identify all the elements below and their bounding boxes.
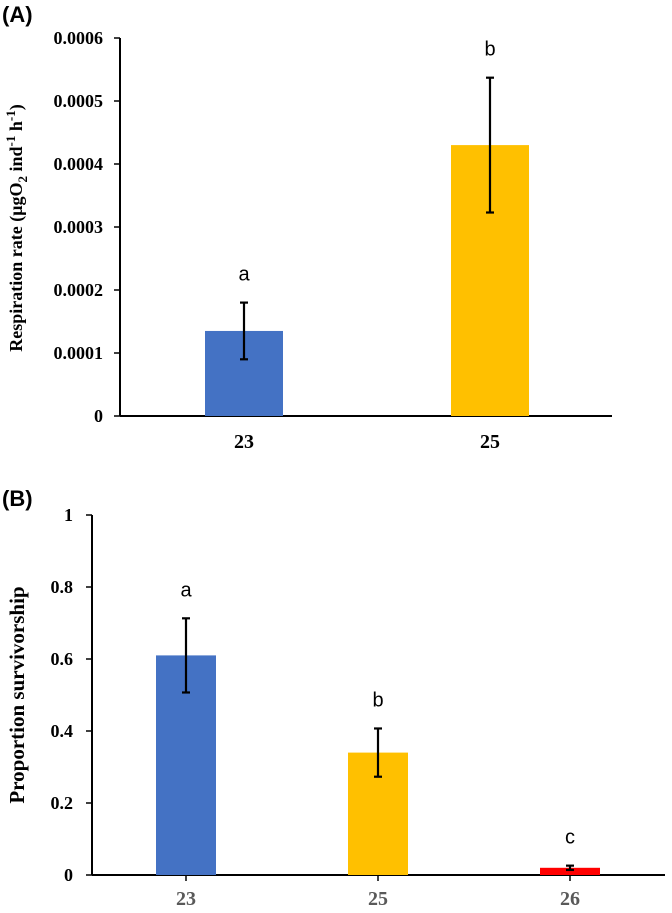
panel-b-y-tick-label: 1 (64, 505, 73, 525)
panel-a-x-tick-label: 25 (480, 431, 500, 453)
panel-a-x-tick-label: 23 (234, 431, 254, 453)
panel-b-y-tick-label: 0 (64, 865, 73, 885)
panel-a-y-tick-label: 0.0004 (54, 154, 104, 174)
panel-a-chart: (A) Respiration rate (μgO2 ind-1 h-1) 0 0… (2, 2, 612, 453)
panel-a-y-tick-label: 0.0006 (54, 28, 104, 48)
panel-a-y-tick-label: 0 (94, 406, 103, 426)
panel-a-letter: (A) (2, 2, 33, 27)
panel-b-y-tick-label: 0.6 (51, 649, 74, 669)
panel-a-y-tick-label: 0.0005 (54, 91, 104, 111)
panel-b-chart: (B) Proportion survivorship 0 0.2 0.4 0.6 0.… (2, 486, 665, 910)
panel-b-x-tick-label: 26 (560, 888, 580, 910)
panel-a-y-tick-label: 0.0002 (54, 280, 104, 300)
panel-b-y-tick-label: 0.2 (51, 793, 74, 813)
panel-a-significance-letter: a (238, 264, 250, 286)
panel-b-significance-letter: b (372, 689, 383, 711)
panel-b-y-axis-label: Proportion survivorship (5, 586, 29, 803)
panel-b-y-tick-label: 0.4 (51, 721, 74, 741)
panel-a-significance-letter: b (484, 39, 495, 61)
panel-a-y-tick-label: 0.0003 (54, 217, 104, 237)
panel-b-significance-letter: c (565, 827, 575, 849)
panel-b-y-tick-label: 0.8 (51, 577, 74, 597)
panel-b-x-tick-label: 25 (368, 888, 388, 910)
panel-b-significance-letter: a (180, 579, 192, 601)
panel-b-letter: (B) (2, 486, 33, 511)
panel-a-y-tick-label: 0.0001 (54, 343, 104, 363)
panel-b-bar-26 (540, 867, 600, 875)
panel-a-y-axis-label: Respiration rate (μgO2 ind-1 h-1) (3, 104, 30, 351)
panel-b-x-tick-label: 23 (176, 888, 196, 910)
